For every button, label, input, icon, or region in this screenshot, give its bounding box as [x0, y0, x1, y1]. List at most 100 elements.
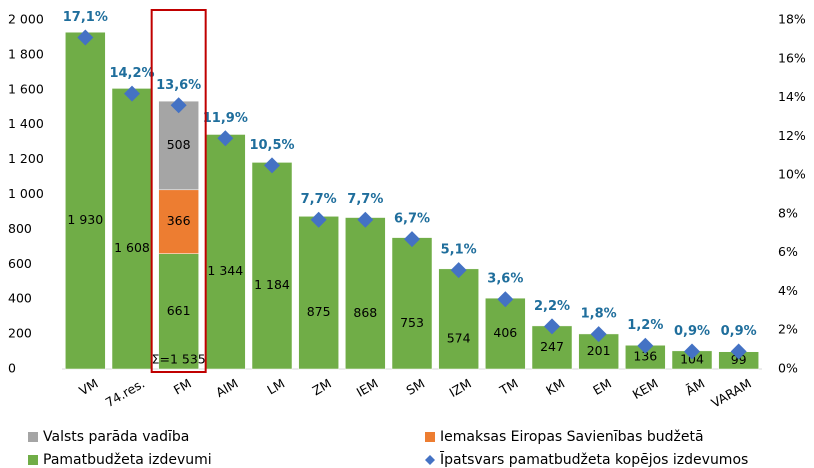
- value-label: 661: [167, 303, 191, 318]
- share-label: 6,7%: [394, 212, 430, 227]
- y-tick-label: 1 800: [8, 46, 44, 61]
- diamond-marker: [217, 130, 234, 147]
- share-label: 10,5%: [249, 138, 294, 153]
- y-tick-label: 600: [8, 256, 32, 271]
- y-tick-label: 1 600: [8, 81, 44, 96]
- value-label: 1 930: [67, 212, 103, 227]
- share-label: 1,8%: [581, 307, 617, 322]
- share-label: 5,1%: [441, 243, 477, 258]
- legend-marker: [425, 455, 435, 465]
- bar: [438, 268, 479, 370]
- diamond-marker: [310, 211, 327, 228]
- value-label: 1 344: [207, 263, 243, 278]
- y2-tick-label: 2%: [778, 322, 798, 337]
- y2-tick-label: 4%: [778, 283, 798, 298]
- diamond-marker: [450, 262, 467, 279]
- x-tick-label: IEM: [354, 376, 381, 400]
- bar: [298, 216, 339, 370]
- diamond-marker: [684, 343, 700, 360]
- highlight-box: [150, 9, 207, 373]
- x-tick-label: ZM: [310, 376, 334, 399]
- value-label: 868: [353, 305, 377, 320]
- x-tick-label: KEM: [630, 376, 661, 402]
- share-label: 11,9%: [203, 111, 248, 126]
- legend-swatch: [28, 455, 38, 465]
- x-tick-label: SM: [404, 376, 428, 398]
- annotation: Σ=1 535: [152, 352, 206, 367]
- bar: [205, 134, 246, 370]
- y2-tick-label: 18%: [778, 12, 806, 27]
- y-tick-label: 400: [8, 291, 32, 306]
- value-label: 1 184: [254, 277, 290, 292]
- value-label: 201: [587, 343, 611, 358]
- diamond-marker: [264, 157, 280, 174]
- value-label: 1 608: [114, 240, 150, 255]
- x-tick-label: FM: [171, 376, 194, 398]
- value-label: 508: [167, 137, 191, 152]
- x-tick-label: TM: [496, 376, 520, 399]
- y-tick-label: 1 200: [8, 151, 44, 166]
- y2-tick-label: 0%: [778, 361, 798, 376]
- x-tick-label: ĀM: [683, 376, 707, 399]
- diamond-marker: [544, 318, 560, 335]
- legend-swatch: [425, 432, 435, 442]
- x-tick-label: LM: [264, 376, 287, 398]
- y2-tick-label: 6%: [778, 244, 798, 259]
- bar: [111, 88, 153, 370]
- x-tick-label: EM: [590, 376, 614, 398]
- share-label: 7,7%: [347, 192, 383, 207]
- diamond-marker: [170, 97, 187, 114]
- x-tick-label: 74.res.: [103, 376, 148, 410]
- y-tick-label: 2 000: [8, 12, 44, 27]
- bar: [345, 217, 386, 370]
- diamond-marker: [497, 291, 514, 308]
- diamond-marker: [637, 337, 654, 354]
- x-tick-label: IZM: [446, 376, 473, 401]
- value-label: 753: [400, 315, 424, 330]
- share-label: 3,6%: [487, 272, 523, 287]
- diamond-marker: [730, 343, 747, 360]
- value-label: 247: [540, 339, 564, 354]
- legend-label: Pamatbudžeta izdevumi: [43, 452, 212, 468]
- share-label: 1,2%: [627, 318, 663, 333]
- share-label: 17,1%: [63, 10, 108, 25]
- y-tick-label: 1 000: [8, 186, 44, 201]
- diamond-marker: [590, 326, 607, 343]
- share-label: 13,6%: [156, 78, 201, 93]
- share-label: 7,7%: [301, 192, 337, 207]
- y2-tick-label: 8%: [778, 205, 798, 220]
- y2-tick-label: 12%: [778, 128, 806, 143]
- diamond-marker: [357, 211, 374, 228]
- bar: [158, 253, 199, 370]
- legend-label: Iemaksas Eiropas Savienības budžetā: [440, 429, 704, 445]
- bar: [158, 100, 199, 191]
- x-tick-label: VARAM: [708, 376, 753, 411]
- share-label: 14,2%: [109, 66, 154, 81]
- legend-label: Valsts parāda vadība: [43, 429, 189, 445]
- y-tick-label: 800: [8, 221, 32, 236]
- value-label: 574: [447, 330, 471, 345]
- value-label: 875: [307, 304, 331, 319]
- bar: [158, 189, 199, 254]
- x-tick-label: VM: [76, 376, 100, 399]
- y-tick-label: 200: [8, 326, 32, 341]
- y2-tick-label: 16%: [778, 50, 806, 65]
- value-label: 406: [493, 325, 517, 340]
- legend-swatch: [28, 432, 38, 442]
- diamond-marker: [404, 231, 420, 248]
- diamond-marker: [124, 85, 140, 102]
- bar: [485, 297, 526, 370]
- legend-label: Īpatsvars pamatbudžeta kopējos izdevumos: [440, 451, 748, 468]
- diamond-marker: [77, 29, 94, 46]
- value-label: 136: [633, 349, 657, 364]
- y2-tick-label: 10%: [778, 167, 806, 182]
- y2-tick-label: 14%: [778, 89, 806, 104]
- value-label: 366: [167, 213, 191, 228]
- x-tick-label: AIM: [213, 376, 240, 401]
- y-tick-label: 0: [8, 361, 16, 376]
- share-label: 0,9%: [721, 324, 757, 339]
- bar: [391, 237, 433, 370]
- y-tick-label: 1 400: [8, 116, 44, 131]
- share-label: 0,9%: [674, 324, 710, 339]
